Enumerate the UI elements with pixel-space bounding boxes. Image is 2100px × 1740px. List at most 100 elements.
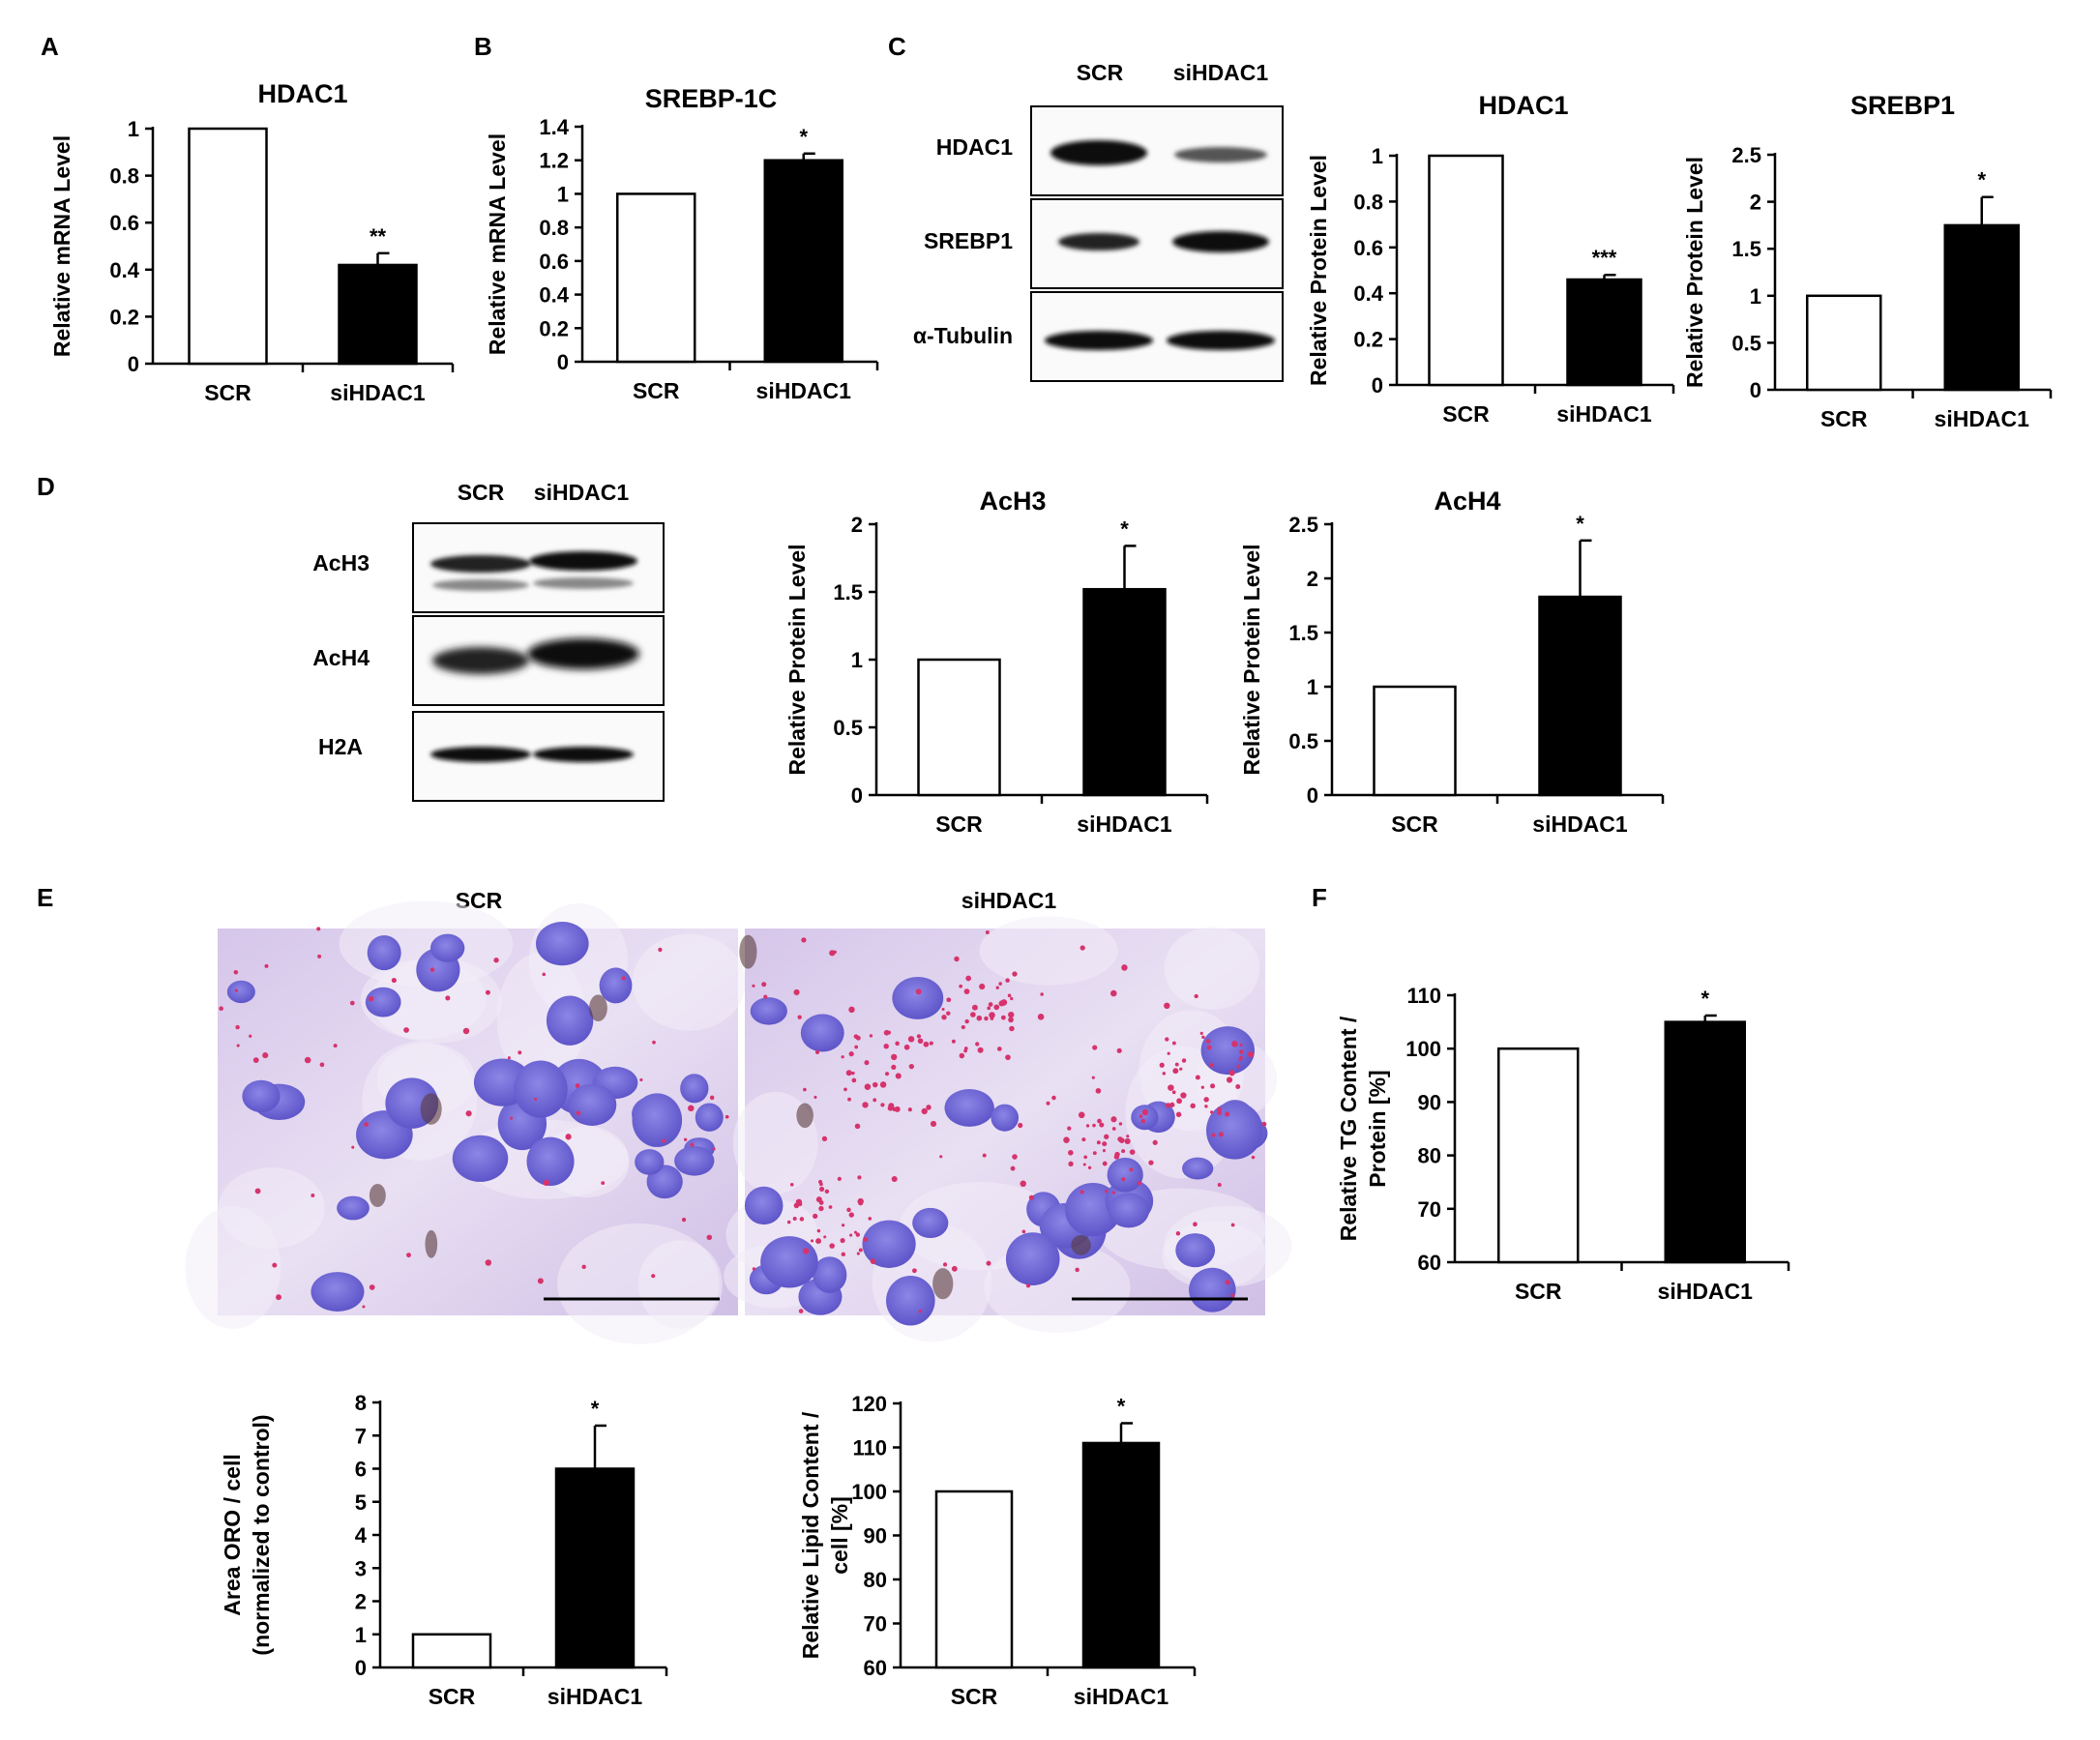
lipid-droplet bbox=[1217, 1110, 1222, 1115]
lipid-droplet bbox=[576, 1110, 581, 1116]
lipid-droplet bbox=[891, 1053, 898, 1061]
lipid-droplet bbox=[1203, 1097, 1209, 1103]
lipid-droplet bbox=[1067, 1126, 1072, 1131]
y-tick-label: 0.5 bbox=[833, 716, 863, 740]
lipid-droplet bbox=[319, 1062, 325, 1068]
lipid-droplet bbox=[884, 1072, 890, 1076]
y-axis-label: Relative Lipid Content / cell [%] bbox=[798, 1411, 852, 1659]
lipid-droplet bbox=[752, 1267, 756, 1271]
lipid-droplet bbox=[1000, 1015, 1006, 1020]
lipid-droplet bbox=[1193, 1222, 1198, 1227]
y-axis-label: Relative mRNA Level bbox=[49, 135, 74, 357]
lipid-droplet bbox=[1096, 1140, 1101, 1145]
lipid-droplet bbox=[1230, 1293, 1235, 1298]
cell-nucleus bbox=[1108, 1193, 1150, 1228]
lipid-droplet bbox=[1204, 1105, 1208, 1108]
panel-label-f: F bbox=[1312, 883, 1327, 912]
cell-cytoplasm bbox=[557, 1223, 720, 1344]
y-tick-label: 1 bbox=[851, 648, 863, 672]
debris-spot bbox=[369, 1183, 386, 1207]
y-tick-label: 2 bbox=[851, 513, 863, 537]
x-category-label: siHDAC1 bbox=[1935, 406, 2030, 431]
lipid-droplet bbox=[1040, 992, 1044, 996]
lipid-droplet bbox=[959, 1052, 965, 1059]
lipid-droplet bbox=[891, 1064, 897, 1070]
y-tick-label: 0 bbox=[355, 1656, 367, 1680]
lipid-droplet bbox=[977, 1047, 984, 1053]
lipid-droplet bbox=[856, 1252, 860, 1255]
lipid-droplet bbox=[964, 1018, 969, 1024]
lipid-droplet bbox=[507, 1056, 511, 1060]
lipid-droplet bbox=[575, 1083, 580, 1088]
lipid-droplet bbox=[1068, 1161, 1074, 1166]
x-category-label: SCR bbox=[1442, 401, 1490, 427]
lipid-droplet bbox=[912, 1268, 917, 1274]
cell-nucleus bbox=[452, 1135, 509, 1182]
lipid-droplet bbox=[951, 1039, 956, 1044]
y-tick-label: 60 bbox=[1418, 1251, 1441, 1275]
lipid-droplet bbox=[840, 1237, 845, 1244]
significance-marker: * bbox=[1120, 516, 1129, 541]
lipid-droplet bbox=[1091, 1076, 1095, 1079]
lipid-droplet bbox=[843, 1087, 847, 1092]
lipid-droplet bbox=[709, 1095, 715, 1101]
significance-marker: * bbox=[1117, 1394, 1126, 1418]
lipid-droplet bbox=[1009, 1025, 1015, 1032]
x-category-label: SCR bbox=[1391, 811, 1438, 837]
lipid-droplet bbox=[1116, 1047, 1122, 1053]
debris-spot bbox=[796, 1103, 813, 1129]
cell-nucleus bbox=[892, 976, 944, 1019]
lipid-droplet bbox=[1025, 1283, 1031, 1288]
bar-sihdac1 bbox=[554, 1467, 636, 1669]
lipid-droplet bbox=[403, 1027, 409, 1033]
lipid-droplet bbox=[941, 1015, 947, 1020]
lipid-droplet bbox=[1008, 1017, 1014, 1023]
bar-sihdac1 bbox=[1566, 278, 1642, 387]
y-tick-label: 0.2 bbox=[539, 316, 569, 340]
lipid-droplet bbox=[1235, 1083, 1241, 1089]
x-category-label: SCR bbox=[935, 811, 983, 837]
x-category-label: siHDAC1 bbox=[1074, 1684, 1169, 1709]
y-tick-label: 100 bbox=[1405, 1037, 1441, 1061]
lipid-droplet bbox=[349, 1000, 355, 1006]
lipid-droplet bbox=[368, 995, 374, 1002]
lipid-droplet bbox=[1141, 1108, 1149, 1116]
lipid-droplet bbox=[1010, 996, 1014, 1001]
cell-nucleus bbox=[800, 1014, 844, 1052]
cell-nucleus bbox=[674, 1145, 715, 1176]
lipid-droplet bbox=[1230, 1223, 1235, 1227]
lipid-droplet bbox=[621, 976, 626, 981]
lipid-droplet bbox=[1087, 1165, 1092, 1169]
cell-nucleus bbox=[599, 967, 633, 1004]
band-c-tubulin-scr bbox=[1045, 331, 1153, 350]
lipid-droplet bbox=[1129, 1167, 1134, 1172]
lipid-droplet bbox=[1176, 1098, 1182, 1105]
lipid-droplet bbox=[1228, 1070, 1235, 1076]
lipid-droplet bbox=[961, 1024, 965, 1030]
lipid-droplet bbox=[792, 1217, 797, 1222]
lipid-droplet bbox=[848, 1051, 854, 1057]
lipid-droplet bbox=[851, 1077, 857, 1083]
significance-marker: ** bbox=[370, 224, 387, 249]
band-c-hdac1-scr bbox=[1050, 140, 1147, 165]
y-axis-label-line: Relative Lipid Content / bbox=[798, 1411, 823, 1659]
lipid-droplet bbox=[841, 1252, 846, 1257]
cell-nucleus bbox=[367, 934, 401, 971]
panel-label-b: B bbox=[474, 32, 492, 61]
lipid-droplet bbox=[814, 1049, 820, 1055]
chart-d-ach3-protein: AcH3 0 0.5 1 1.5 2 SCR * siHDAC1 Relative Protein… bbox=[784, 487, 1209, 837]
bar-sihdac1 bbox=[1664, 1020, 1746, 1264]
debris-spot bbox=[589, 994, 607, 1022]
band-c-srebp1-scr bbox=[1058, 233, 1139, 251]
lipid-droplet bbox=[652, 1040, 656, 1045]
lipid-droplet bbox=[1174, 1062, 1179, 1067]
y-tick-label: 0 bbox=[851, 783, 863, 808]
y-tick-label: 90 bbox=[1418, 1090, 1441, 1114]
lipid-droplet bbox=[683, 1137, 688, 1141]
y-tick-label: 1 bbox=[1372, 144, 1383, 168]
lipid-droplet bbox=[963, 988, 970, 995]
y-tick-label: 1.2 bbox=[539, 149, 569, 173]
lipid-droplet bbox=[923, 1041, 930, 1047]
lipid-droplet bbox=[895, 1041, 900, 1047]
lipid-droplet bbox=[1152, 1139, 1158, 1145]
